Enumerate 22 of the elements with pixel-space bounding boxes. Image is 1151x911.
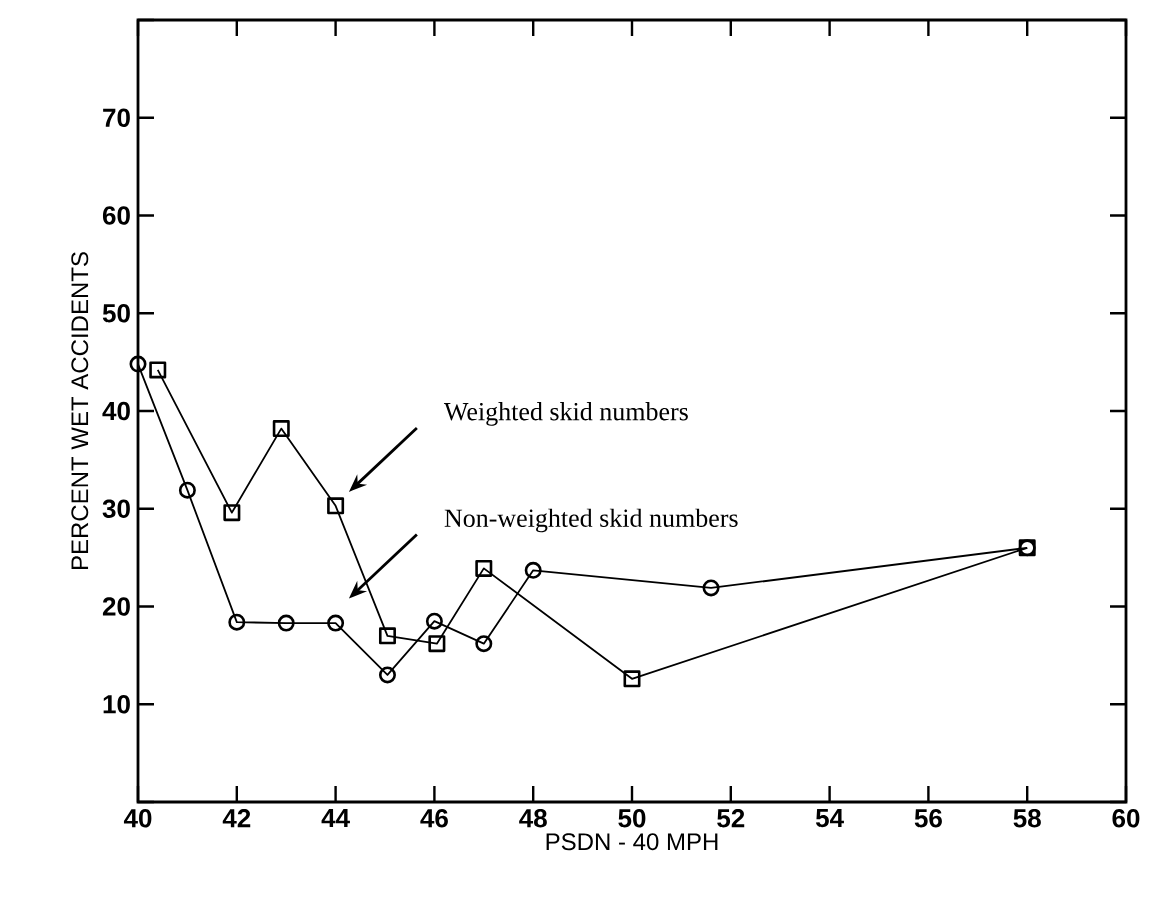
x-tick-label: 56 [914, 809, 942, 828]
y-tick-label: 30 [102, 499, 130, 518]
y-tick-label: 10 [103, 695, 130, 714]
y-tick-label: 50 [102, 304, 130, 323]
y-tick-label: 70 [103, 108, 130, 127]
y-axis-title: PERCENT WET ACCIDENTS [71, 252, 89, 570]
x-tick-label: 44 [321, 809, 350, 827]
x-tick-label: 54 [815, 809, 844, 828]
x-tick-label: 48 [519, 809, 547, 828]
y-tick-label: 20 [102, 597, 130, 616]
x-axis-title: PSDN - 40 MPH [546, 833, 718, 851]
x-tick-label: 52 [717, 809, 745, 828]
x-tick-label: 46 [420, 809, 448, 828]
annotation: Weighted skid numbers [443, 402, 688, 426]
x-tick-label: 58 [1013, 809, 1041, 828]
annotation: Non-weighted skid numbers [444, 508, 738, 533]
x-tick-label: 50 [618, 809, 646, 828]
x-tick-label: 42 [222, 809, 251, 828]
y-tick-label: 40 [102, 401, 130, 421]
y-tick-label: 60 [102, 206, 130, 225]
x-tick-label: 60 [1112, 809, 1140, 828]
x-tick-label: 40 [123, 809, 152, 828]
